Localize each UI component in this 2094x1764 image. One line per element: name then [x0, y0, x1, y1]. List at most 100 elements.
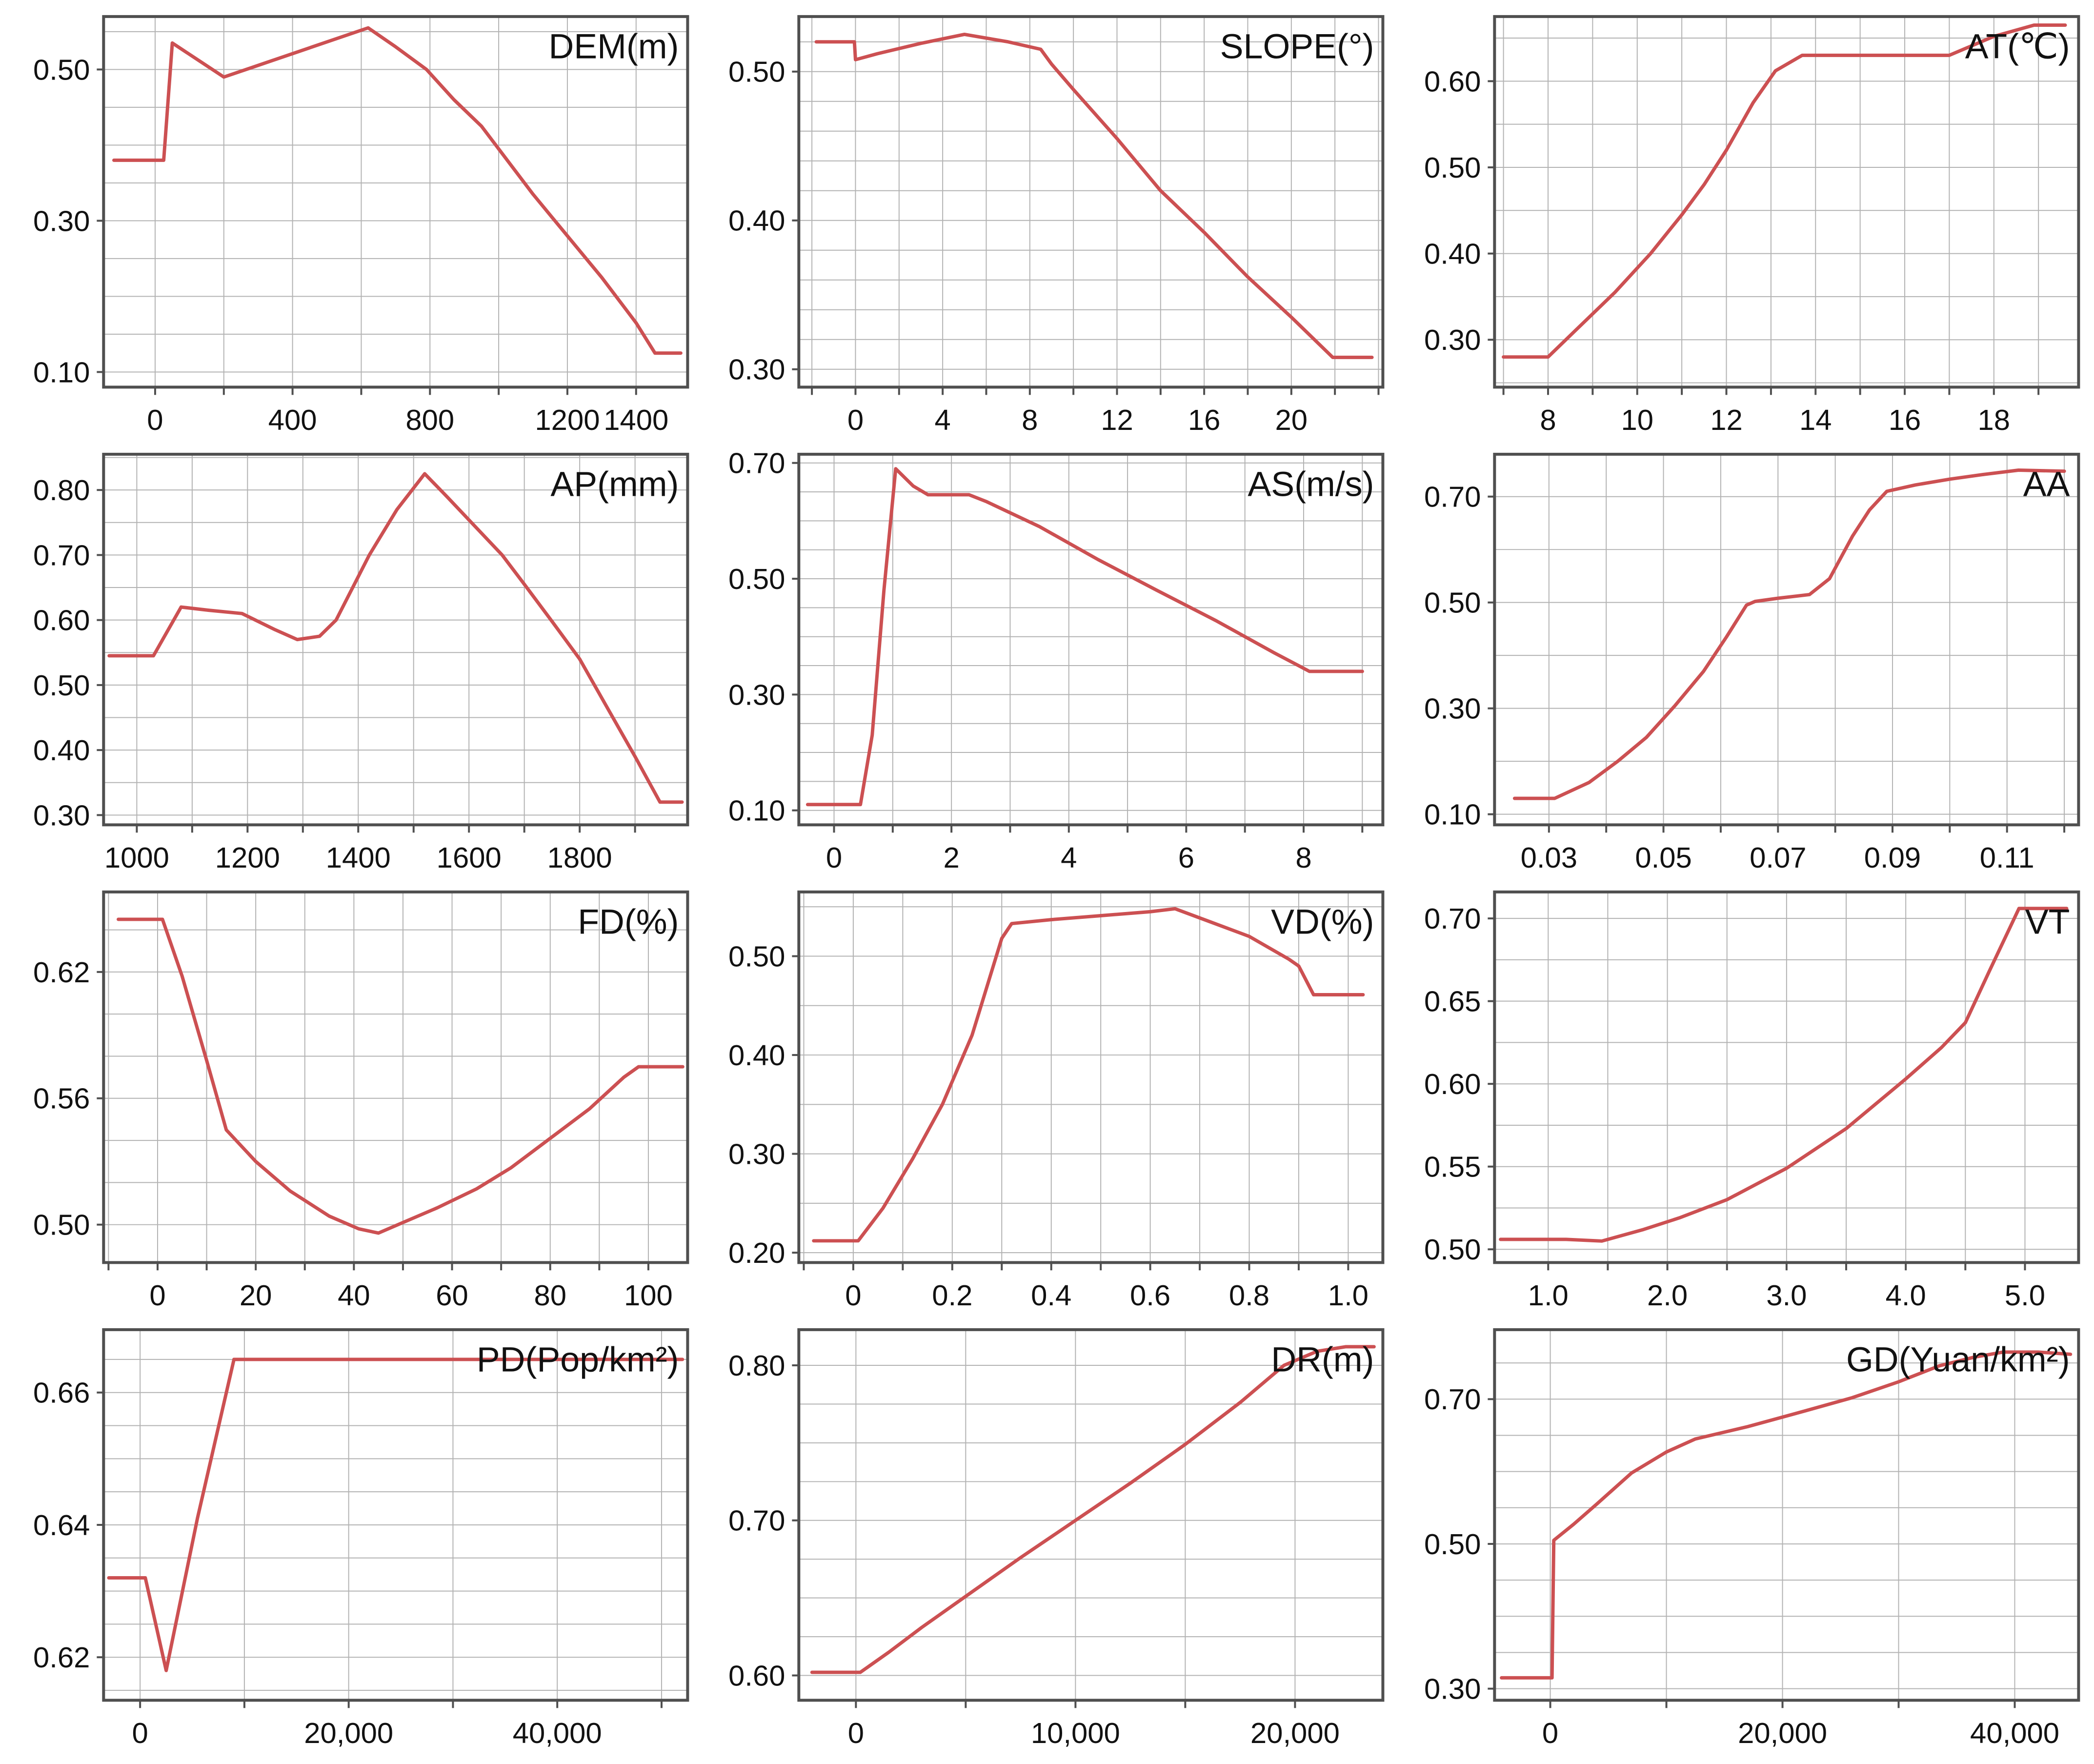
chart-title: AP(mm)	[550, 465, 679, 504]
x-tick-label: 400	[268, 404, 317, 436]
y-tick-label: 0.70	[33, 539, 90, 571]
x-tick-label: 60	[436, 1279, 468, 1312]
y-tick-label: 0.30	[33, 799, 90, 831]
x-tick-label: 14	[1799, 404, 1832, 436]
y-tick-label: 0.65	[1424, 985, 1481, 1018]
data-line-aa	[1512, 468, 2066, 800]
x-tick-label: 4	[1061, 841, 1077, 874]
x-tick-label: 20	[1275, 404, 1308, 436]
y-tick-label: 0.40	[33, 734, 90, 767]
x-tick-label: 800	[405, 404, 454, 436]
y-tick-label: 0.20	[728, 1237, 785, 1269]
plot-border	[1492, 15, 2080, 389]
y-tick-label: 0.40	[1424, 238, 1481, 270]
x-tick-label: 0	[149, 1279, 165, 1312]
gridlines	[1494, 1329, 2079, 1701]
plot-border	[1492, 1328, 2080, 1702]
plot-border	[1492, 890, 2080, 1264]
x-tick-label: 4	[935, 404, 951, 436]
y-tick-label: 0.80	[33, 474, 90, 507]
x-tick-label: 1400	[604, 404, 668, 436]
chart-title: VD(%)	[1271, 903, 1374, 942]
y-tick-label: 0.50	[1424, 1528, 1481, 1561]
y-tick-label: 0.30	[728, 678, 785, 711]
data-line-gd	[1499, 1350, 2072, 1680]
y-tick-label: 0.64	[33, 1509, 90, 1541]
chart-svg-fd: 0.50 0.56 0.62 0 20 40 60 80 100 FD(%)	[33, 890, 689, 1312]
chart-title: DR(m)	[1271, 1340, 1374, 1379]
data-line-vd	[812, 907, 1365, 1243]
y-tick-label: 0.50	[33, 1209, 90, 1241]
x-tick-label: 16	[1188, 404, 1221, 436]
x-tick-label: 0	[826, 841, 842, 874]
x-tick-label: 0.8	[1229, 1279, 1269, 1312]
y-tick-label: 0.10	[33, 356, 90, 388]
y-tick-label: 0.10	[1424, 798, 1481, 831]
chart-svg-gd: 0.30 0.50 0.70 0 20,000 40,000 GD(Yuan/km²)	[1424, 1328, 2080, 1749]
chart-panel-dem: 0.10 0.30 0.50 0 400 800 1200 1400 DEM(m)	[4, 2, 699, 440]
chart-svg-ap: 0.30 0.40 0.50 0.60 0.70 0.80 1000 1200 1400 1600…	[33, 452, 689, 874]
x-tick-label: 10,000	[1031, 1717, 1120, 1749]
x-tick-label: 12	[1101, 404, 1134, 436]
x-tick-label: 20,000	[1250, 1717, 1340, 1749]
chart-svg-slope: 0.30 0.40 0.50 0 4 8 12 16 20 SLOPE(°)	[728, 15, 1385, 436]
x-tick-label: 20	[240, 1279, 272, 1312]
axis-tick-marks	[1488, 917, 2026, 1271]
y-tick-label: 0.80	[728, 1349, 785, 1382]
x-tick-label: 80	[534, 1279, 566, 1312]
x-tick-label: 20,000	[1738, 1717, 1827, 1749]
y-tick-label: 0.70	[1424, 481, 1481, 513]
y-tick-label: 0.60	[728, 1659, 785, 1692]
x-tick-label: 20,000	[304, 1717, 393, 1749]
plot-border	[102, 452, 689, 827]
chart-svg-dem: 0.10 0.30 0.50 0 400 800 1200 1400 DEM(m)	[33, 15, 689, 436]
x-tick-label: 16	[1888, 404, 1921, 436]
y-tick-label: 0.50	[1424, 1233, 1481, 1266]
x-tick-label: 2	[944, 841, 960, 874]
chart-svg-dr: 0.60 0.70 0.80 0 10,000 20,000 DR(m)	[728, 1328, 1385, 1749]
x-tick-label: 0.4	[1031, 1279, 1071, 1312]
axis-tick-marks	[1488, 80, 2039, 395]
chart-title: VT	[2025, 903, 2070, 942]
x-tick-label: 1200	[215, 841, 280, 874]
plot-border	[797, 15, 1385, 389]
x-tick-label: 40	[338, 1279, 370, 1312]
x-tick-label: 1.0	[1528, 1279, 1568, 1312]
x-tick-label: 1600	[437, 841, 502, 874]
y-tick-label: 0.10	[728, 794, 785, 827]
y-tick-label: 0.70	[728, 1504, 785, 1537]
x-tick-label: 0.2	[932, 1279, 973, 1312]
x-tick-label: 1400	[326, 841, 391, 874]
axis-tick-marks	[97, 1391, 663, 1708]
y-tick-label: 0.30	[1424, 1673, 1481, 1705]
gridlines	[799, 454, 1383, 825]
y-tick-label: 0.55	[1424, 1151, 1481, 1183]
y-tick-label: 0.70	[1424, 1383, 1481, 1416]
x-tick-label: 8	[1022, 404, 1038, 436]
y-tick-label: 0.56	[33, 1082, 90, 1115]
y-tick-label: 0.30	[1424, 324, 1481, 356]
x-tick-label: 1000	[104, 841, 169, 874]
y-tick-label: 0.40	[728, 1039, 785, 1072]
chart-panel-at: 0.30 0.40 0.50 0.60 8 10 12 14 16 18 AT(℃)	[1395, 2, 2090, 440]
chart-svg-vd: 0.20 0.30 0.40 0.50 0 0.2 0.4 0.6 0.8 1.0 VD(%)	[728, 890, 1385, 1312]
axis-tick-marks	[792, 955, 1349, 1271]
x-tick-label: 0	[1542, 1717, 1558, 1749]
chart-title: SLOPE(°)	[1220, 27, 1374, 66]
chart-panel-vd: 0.20 0.30 0.40 0.50 0 0.2 0.4 0.6 0.8 1.0 VD(%)	[699, 877, 1394, 1315]
x-tick-label: 2.0	[1647, 1279, 1688, 1312]
chart-svg-vt: 0.50 0.55 0.60 0.65 0.70 1.0 2.0 3.0 4.0 5.0 VT	[1424, 890, 2080, 1312]
chart-panel-dr: 0.60 0.70 0.80 0 10,000 20,000 DR(m)	[699, 1315, 1394, 1753]
y-tick-label: 0.60	[1424, 65, 1481, 98]
gridlines	[103, 454, 688, 825]
chart-panel-as: 0.10 0.30 0.50 0.70 0 2 4 6 8 AS(m/s)	[699, 440, 1394, 877]
y-tick-label: 0.50	[33, 53, 90, 86]
data-line-dem	[112, 26, 683, 355]
y-tick-label: 0.50	[728, 56, 785, 88]
y-tick-label: 0.62	[33, 1641, 90, 1674]
x-tick-label: 0.05	[1635, 841, 1691, 874]
gridlines	[103, 16, 688, 387]
chart-title: AA	[2023, 465, 2070, 504]
data-line-pd	[107, 1358, 685, 1672]
y-tick-label: 0.62	[33, 956, 90, 989]
